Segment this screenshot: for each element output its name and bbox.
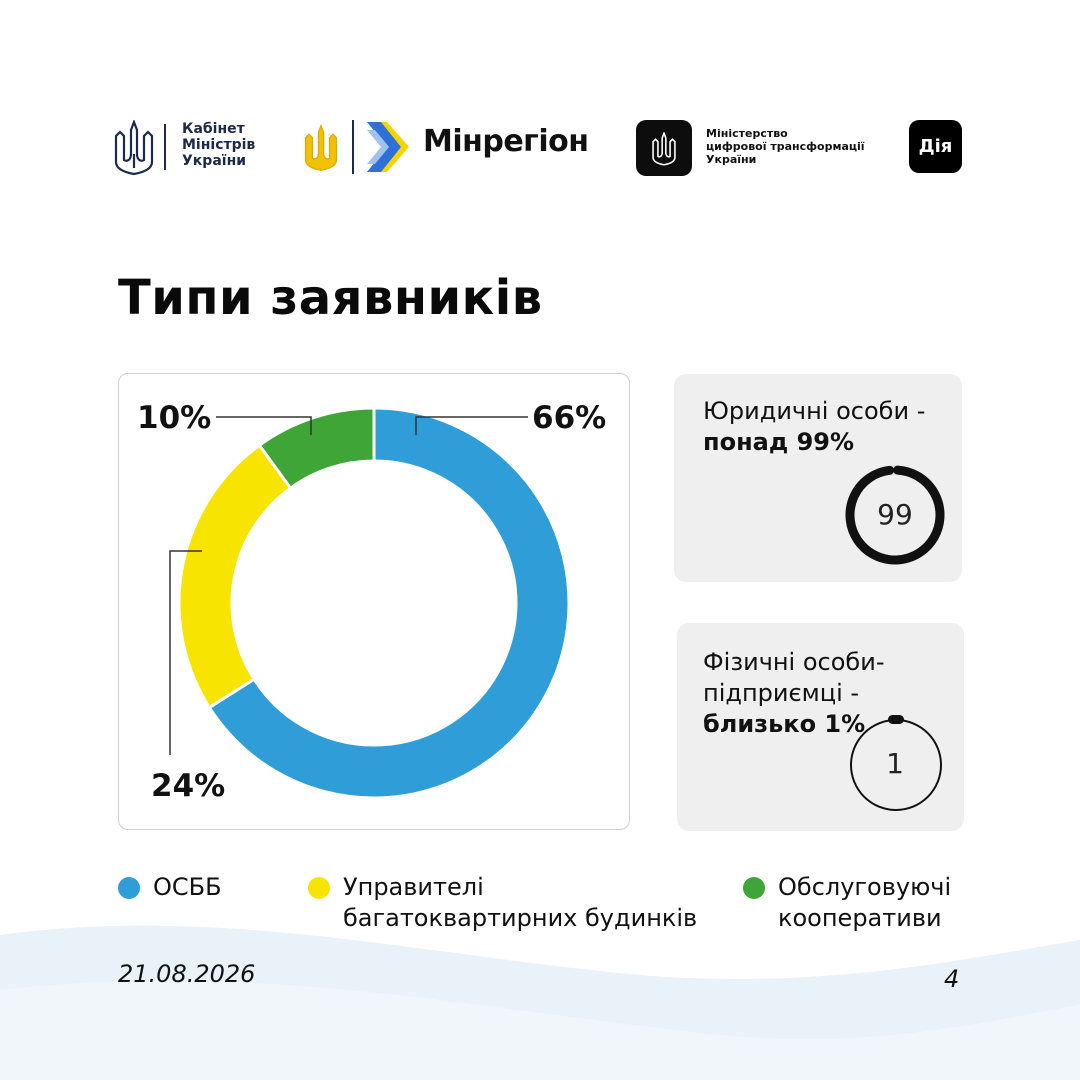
leader-line-osbb — [415, 416, 528, 435]
minregion-separator — [352, 120, 354, 174]
stat-card-individuals — [677, 623, 964, 831]
gauge-legal-entities — [845, 465, 945, 565]
donut-slice-managers — [177, 443, 293, 709]
legend-dot-managers — [308, 877, 330, 899]
data-label-cooperatives: 10% — [137, 400, 212, 436]
donut-chart — [169, 406, 571, 800]
leader-line-managers — [169, 550, 202, 755]
coat-of-arms-white-icon — [652, 132, 676, 166]
leader-line-cooperatives — [216, 416, 312, 435]
footer-date: 21.08.2026 — [118, 960, 256, 988]
legend-dot-osbb — [118, 877, 140, 899]
gauge-value-legal-entities: 99 — [877, 498, 913, 531]
data-label-managers: 24% — [151, 768, 226, 804]
legend-label-osbb: ОСББ — [153, 873, 222, 901]
donut-slice-osbb — [207, 406, 571, 800]
minregion-logo-text: Мінрегіон — [423, 124, 589, 159]
stat-text-individuals: Фізичні особи- підприємці - близько 1% — [703, 648, 885, 738]
stat-text-legal-entities: Юридичні особи - понад 99% — [703, 397, 926, 456]
minregion-arrow-icon — [367, 122, 409, 172]
header-separator — [164, 124, 166, 170]
mincyfra-logo-text: Міністерство цифрової трансформації Укра… — [706, 127, 865, 166]
data-label-osbb: 66% — [532, 400, 607, 436]
donut-slice-cooperatives — [257, 406, 376, 490]
coat-of-arms-icon — [114, 120, 154, 176]
kmu-logo-text: Кабінет Міністрів України — [182, 121, 256, 169]
diia-logo: Дія — [909, 120, 962, 173]
gauge-individuals — [850, 715, 942, 811]
gauge-value-individuals: 1 — [886, 747, 904, 780]
page-title: Типи заявників — [118, 270, 543, 326]
legend-label-cooperatives: Обслуговуючі кооперативи — [778, 873, 952, 932]
legend-label-managers: Управителі багатоквартирних будинків — [343, 873, 698, 932]
mincyfra-logo — [636, 120, 692, 176]
page-number: 4 — [944, 965, 960, 993]
coat-of-arms-gold-icon — [304, 123, 338, 171]
legend-dot-cooperatives — [743, 877, 765, 899]
